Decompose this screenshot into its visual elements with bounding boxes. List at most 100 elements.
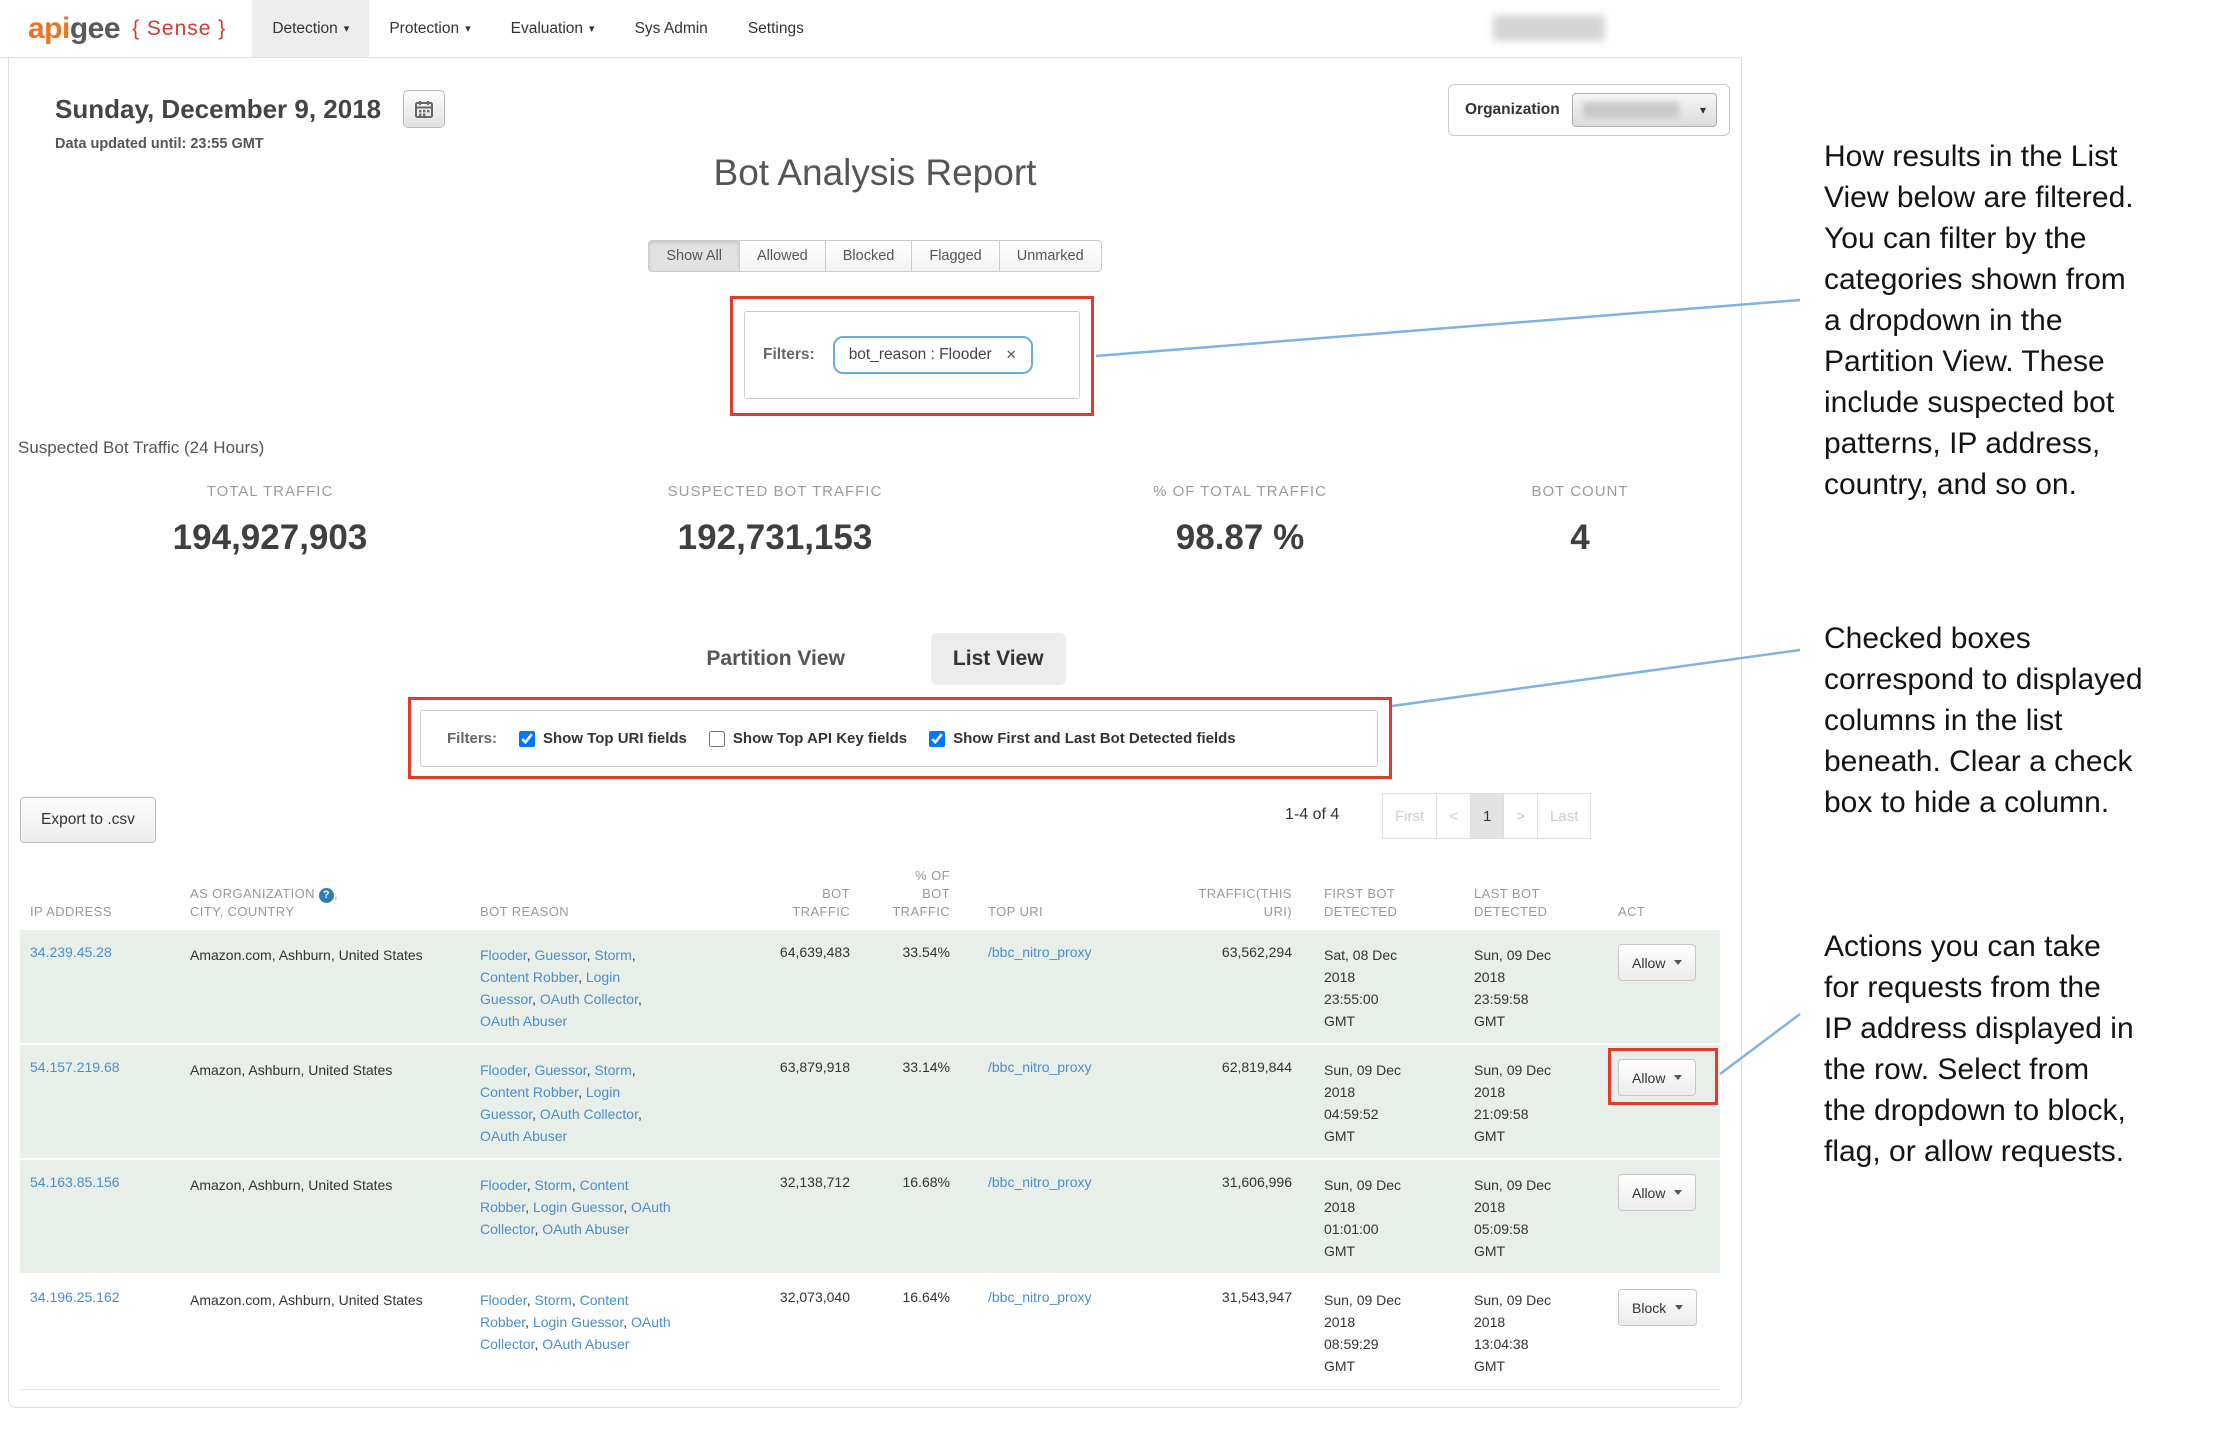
bot-reason-link[interactable]: Flooder <box>480 1062 527 1078</box>
pagination-last-button[interactable]: Last <box>1537 793 1592 839</box>
ip-address-link[interactable]: 54.157.219.68 <box>30 1059 120 1075</box>
logo-sense-text: { Sense } <box>132 16 227 40</box>
calendar-button[interactable] <box>403 90 446 128</box>
col-header-top-uri: TOP URI <box>988 904 1044 919</box>
bot-reason-link[interactable]: Storm <box>534 1292 572 1308</box>
stat-label: TOTAL TRAFFIC <box>206 483 334 500</box>
caret-down-icon <box>1675 1305 1684 1310</box>
action-dropdown-allow[interactable]: Allow <box>1618 1059 1697 1096</box>
bot-reason-link[interactable]: OAuth Abuser <box>480 1013 568 1029</box>
stats-heading: Suspected Bot Traffic (24 Hours) <box>18 438 265 457</box>
report-date: Sunday, December 9, 2018 <box>55 93 382 124</box>
show-first-last-bot-checkbox[interactable] <box>929 730 946 747</box>
tab-blocked[interactable]: Blocked <box>824 240 913 272</box>
filter-pill-bot-reason[interactable]: bot_reason : Flooder ✕ <box>832 336 1033 374</box>
report-date-header: Sunday, December 9, 2018 <box>55 90 446 128</box>
bot-reason-cell: Flooder, Storm, Content Robber, Login Gu… <box>480 1292 671 1352</box>
remove-filter-icon[interactable]: ✕ <box>1005 347 1017 362</box>
tab-allowed[interactable]: Allowed <box>738 240 826 272</box>
nav-item-label: Sys Admin <box>634 19 708 37</box>
tab-partition-view[interactable]: Partition View <box>706 647 845 670</box>
page-title: Bot Analysis Report <box>713 152 1037 193</box>
ip-address-link[interactable]: 34.196.25.162 <box>30 1289 120 1305</box>
bot-reason-link[interactable]: Storm <box>594 1062 632 1078</box>
show-top-uri-checkbox[interactable] <box>519 730 536 747</box>
nav-item-label: Detection <box>272 19 338 37</box>
bot-reason-link[interactable]: Storm <box>594 947 632 963</box>
bot-reason-link[interactable]: Flooder <box>480 947 527 963</box>
bot-reason-link[interactable]: Flooder <box>480 1292 527 1308</box>
nav-item-evaluation[interactable]: Evaluation ▾ <box>491 0 615 57</box>
top-uri-link[interactable]: /bbc_nitro_proxy <box>988 1059 1092 1075</box>
logo-gee-text: gee <box>69 11 121 45</box>
data-updated-label: Data updated until: 23:55 GMT <box>55 136 264 152</box>
bot-reason-link[interactable]: Login Guessor <box>532 1199 624 1215</box>
table-row: 34.239.45.28 Amazon.com, Ashburn, United… <box>20 930 1720 1045</box>
last-bot-detected-cell: Sun, 09 Dec 2018 23:59:58 GMT <box>1474 947 1552 1029</box>
ip-address-link[interactable]: 34.239.45.28 <box>30 944 112 960</box>
bot-reason-link[interactable]: OAuth Abuser <box>542 1336 630 1352</box>
top-nav: apigee { Sense } Detection ▾ Protection … <box>0 0 1740 58</box>
tab-flagged[interactable]: Flagged <box>911 240 1000 272</box>
checkbox-label[interactable]: Show Top URI fields <box>543 730 687 747</box>
help-icon[interactable]: ? <box>318 888 334 903</box>
nav-item-protection[interactable]: Protection ▾ <box>369 0 490 57</box>
bot-reason-link[interactable]: Content Robber <box>480 1084 579 1100</box>
nav-item-settings[interactable]: Settings <box>728 0 824 57</box>
first-bot-detected-cell: Sun, 09 Dec 2018 04:59:52 GMT <box>1324 1062 1402 1144</box>
top-uri-link[interactable]: /bbc_nitro_proxy <box>988 1289 1092 1305</box>
show-top-api-key-checkbox[interactable] <box>708 730 725 747</box>
checkbox-label[interactable]: Show Top API Key fields <box>732 730 908 747</box>
bot-reason-link[interactable]: Content Robber <box>480 1292 629 1330</box>
top-uri-link[interactable]: /bbc_nitro_proxy <box>988 1174 1092 1190</box>
bot-reason-link[interactable]: Login Guessor <box>532 1314 624 1330</box>
tab-show-all[interactable]: Show All <box>648 240 740 272</box>
header-text: CITY, COUNTRY <box>190 904 295 919</box>
pagination-prev-button[interactable]: < <box>1436 793 1471 839</box>
view-tabs: Partition View List View <box>0 633 1750 685</box>
pct-bot-traffic-cell: 33.54% <box>902 944 950 960</box>
action-dropdown-allow[interactable]: Allow <box>1618 1174 1697 1211</box>
top-uri-link[interactable]: /bbc_nitro_proxy <box>988 944 1092 960</box>
bot-reason-link[interactable]: Guessor <box>534 1062 587 1078</box>
header-text: AS ORGANIZATION <box>190 886 315 901</box>
bot-reason-link[interactable]: Storm <box>534 1177 572 1193</box>
bot-reason-link[interactable]: Content Robber <box>480 1177 629 1215</box>
checkbox-label[interactable]: Show First and Last Bot Detected fields <box>953 730 1236 747</box>
bot-reason-link[interactable]: Content Robber <box>480 969 579 985</box>
ip-address-link[interactable]: 54.163.85.156 <box>30 1174 120 1190</box>
bot-reason-link[interactable]: OAuth Abuser <box>542 1221 630 1237</box>
bot-reason-link[interactable]: Login Guessor <box>480 1084 621 1122</box>
nav-item-detection[interactable]: Detection ▾ <box>252 0 370 57</box>
tab-unmarked[interactable]: Unmarked <box>998 240 1102 272</box>
bot-reason-link[interactable]: Login Guessor <box>480 969 621 1007</box>
bot-reason-link[interactable]: OAuth Collector <box>480 1199 671 1237</box>
action-dropdown-allow[interactable]: Allow <box>1618 944 1697 981</box>
pagination-next-button[interactable]: > <box>1503 793 1539 839</box>
action-dropdown-block[interactable]: Block <box>1618 1289 1698 1326</box>
bot-reason-link[interactable]: OAuth Collector <box>539 991 638 1007</box>
caret-down-icon: ▾ <box>343 23 350 35</box>
bot-reason-link[interactable]: OAuth Abuser <box>480 1128 568 1144</box>
as-organization-cell: Amazon, Ashburn, United States <box>190 1177 393 1193</box>
tab-list-view[interactable]: List View <box>930 633 1066 685</box>
bot-reason-link[interactable]: Flooder <box>480 1177 527 1193</box>
export-csv-button[interactable]: Export to .csv <box>20 797 156 843</box>
action-label: Allow <box>1632 954 1666 971</box>
user-account-redacted[interactable] <box>1493 15 1605 41</box>
bot-reason-link[interactable]: Guessor <box>534 947 587 963</box>
traffic-this-uri-cell: 31,606,996 <box>1221 1174 1292 1190</box>
pagination-first-button[interactable]: First <box>1382 793 1438 839</box>
stat-label: % OF TOTAL TRAFFIC <box>1153 483 1327 500</box>
bot-reason-link[interactable]: OAuth Collector <box>480 1314 671 1352</box>
logo-api-text: api <box>28 11 70 45</box>
pagination-page-1[interactable]: 1 <box>1469 793 1505 839</box>
bot-reason-link[interactable]: OAuth Collector <box>539 1106 638 1122</box>
organization-dropdown[interactable]: ▾ <box>1571 93 1717 127</box>
nav-item-label: Evaluation <box>510 19 584 37</box>
action-label: Block <box>1632 1299 1667 1316</box>
header-text: , <box>333 886 338 901</box>
caret-down-icon: ▾ <box>589 23 595 35</box>
table-row: 54.163.85.156 Amazon, Ashburn, United St… <box>20 1160 1720 1275</box>
nav-item-sys-admin[interactable]: Sys Admin <box>615 0 728 57</box>
